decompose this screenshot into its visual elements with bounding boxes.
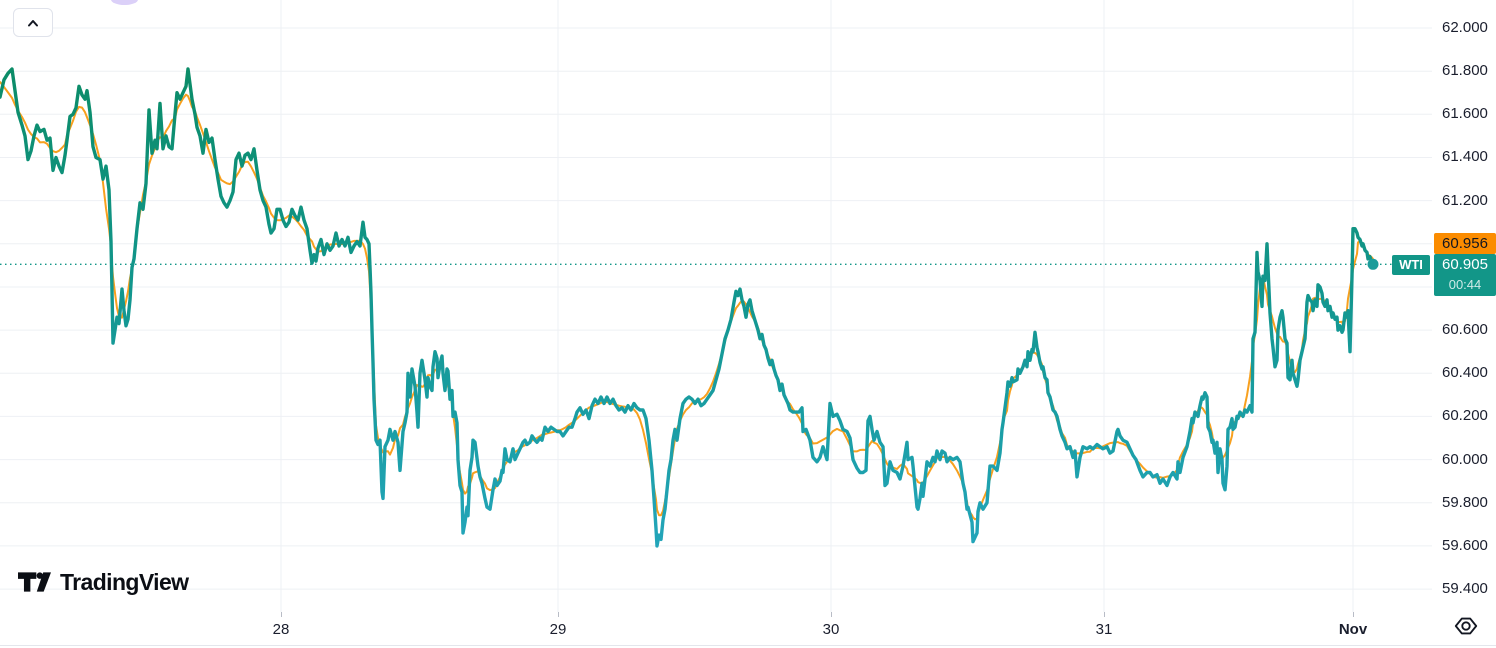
collapse-button[interactable] bbox=[13, 8, 53, 37]
time-axis-label: 28 bbox=[272, 621, 290, 638]
ma-line bbox=[0, 81, 1374, 521]
bottom-divider bbox=[0, 645, 1496, 646]
price-axis-label: 60.400 bbox=[1442, 364, 1488, 381]
price-axis-label: 60.200 bbox=[1442, 407, 1488, 424]
symbol-chip: WTI bbox=[1392, 255, 1430, 275]
price-line bbox=[0, 67, 1375, 548]
time-axis-tick bbox=[831, 612, 832, 617]
time-axis-tick bbox=[1104, 612, 1105, 617]
counter-price-badge: 60.956 bbox=[1434, 233, 1496, 254]
bar-countdown: 00:44 bbox=[1448, 277, 1482, 292]
tradingview-logo-icon bbox=[18, 572, 51, 592]
last-price-dot bbox=[1367, 258, 1379, 270]
price-axis-label: 62.000 bbox=[1442, 19, 1488, 36]
price-axis-label: 61.600 bbox=[1442, 105, 1488, 122]
tradingview-logo[interactable]: TradingView bbox=[18, 569, 189, 596]
time-axis-label: 30 bbox=[822, 621, 840, 638]
notification-dot bbox=[111, 0, 138, 5]
price-axis-label: 60.000 bbox=[1442, 451, 1488, 468]
price-axis-label: 61.200 bbox=[1442, 192, 1488, 209]
last-price-badge: 60.905 00:44 bbox=[1434, 254, 1496, 296]
price-axis-label: 59.800 bbox=[1442, 494, 1488, 511]
price-axis-label: 61.800 bbox=[1442, 62, 1488, 79]
price-axis-label: 61.400 bbox=[1442, 148, 1488, 165]
eye-settings-button[interactable] bbox=[1450, 612, 1482, 640]
price-axis-label: 60.600 bbox=[1442, 321, 1488, 338]
last-price-value: 60.905 bbox=[1442, 256, 1488, 273]
price-axis-label: 59.600 bbox=[1442, 537, 1488, 554]
time-axis-tick bbox=[281, 612, 282, 617]
time-axis-label: Nov bbox=[1338, 621, 1368, 638]
chevron-up-icon bbox=[28, 19, 38, 26]
price-axis-label: 59.400 bbox=[1442, 580, 1488, 597]
time-axis-tick bbox=[1353, 612, 1354, 617]
time-axis-label: 29 bbox=[549, 621, 567, 638]
time-axis-label: 31 bbox=[1095, 621, 1113, 638]
brand-name: TradingView bbox=[60, 569, 189, 595]
time-axis-tick bbox=[558, 612, 559, 617]
eye-icon bbox=[1454, 617, 1478, 635]
